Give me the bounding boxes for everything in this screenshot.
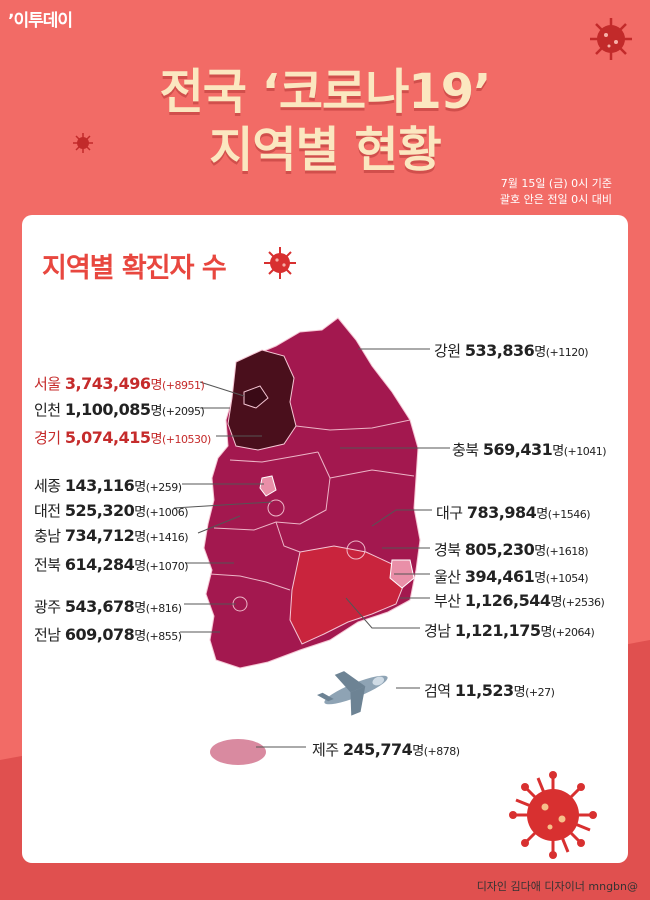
region-label-daegu: 대구 783,984명(+1546) xyxy=(436,503,591,522)
region-label-gwangju: 광주 543,678명(+816) xyxy=(34,597,182,616)
region-label-quarantine: 검역 11,523명(+27) xyxy=(424,681,555,700)
virus-icon xyxy=(590,18,632,60)
map-sejong xyxy=(259,475,277,497)
map-jeju xyxy=(210,739,266,765)
date-note: 7월 15일 (금) 0시 기준 xyxy=(500,177,612,190)
airplane-icon xyxy=(317,671,388,716)
virus-icon xyxy=(264,247,296,279)
region-label-chungnam: 충남 734,712명(+1416) xyxy=(34,526,189,545)
virus-icon xyxy=(509,771,597,859)
logo: ʼ이투데이 xyxy=(8,11,73,31)
region-label-daejeon: 대전 525,320명(+1006) xyxy=(34,501,189,520)
region-label-busan: 부산 1,126,544명(+2536) xyxy=(434,591,605,610)
section-title: 지역별 확진자 수 xyxy=(42,253,227,284)
page-title-line1: 전국 ‘코로나19’ xyxy=(159,64,492,120)
map-seoul xyxy=(243,385,269,409)
region-label-chungbuk: 충북 569,431명(+1041) xyxy=(452,440,607,459)
region-label-jeju: 제주 245,774명(+878) xyxy=(312,740,460,759)
page-title-line2: 지역별 현황 xyxy=(209,122,442,178)
region-label-sejong: 세종 143,116명(+259) xyxy=(34,476,182,495)
region-label-gyeongnam: 경남 1,121,175명(+2064) xyxy=(424,621,595,640)
map-gyeongnam xyxy=(289,545,405,645)
design-credit: 디자인 김다애 디자이너 mngbn@ xyxy=(476,880,638,893)
region-label-seoul: 서울 3,743,496명(+8951) xyxy=(34,374,205,393)
region-label-gyeongbuk: 경북 805,230명(+1618) xyxy=(434,540,589,559)
region-label-jeonbuk: 전북 614,284명(+1070) xyxy=(34,555,189,574)
region-label-gyeonggi: 경기 5,074,415명(+10530) xyxy=(34,428,211,447)
region-label-jeonnam: 전남 609,078명(+855) xyxy=(34,625,182,644)
comparison-note: 괄호 안은 전일 0시 대비 xyxy=(499,193,612,206)
region-label-gangwon: 강원 533,836명(+1120) xyxy=(434,341,589,360)
region-label-incheon: 인천 1,100,085명(+2095) xyxy=(34,400,205,419)
region-label-ulsan: 울산 394,461명(+1054) xyxy=(434,567,589,586)
virus-icon xyxy=(73,133,93,153)
